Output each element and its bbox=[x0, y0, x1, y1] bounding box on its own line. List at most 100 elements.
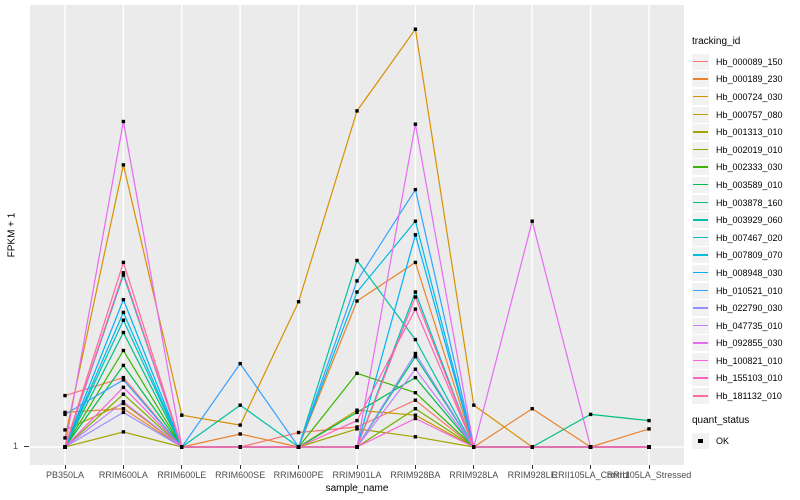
x-tick-mark bbox=[64, 465, 66, 469]
data-point-marker bbox=[355, 109, 359, 113]
data-point-marker bbox=[413, 260, 418, 265]
x-tick-label-RRIM928BA: RRIM928BA bbox=[390, 470, 441, 480]
data-point-marker bbox=[296, 445, 301, 449]
x-tick-mark bbox=[356, 465, 358, 469]
data-point-marker bbox=[413, 355, 418, 359]
legend-item-Hb_002019_010: Hb_002019_010 bbox=[692, 141, 798, 159]
legend-item-label: Hb_002019_010 bbox=[716, 144, 783, 155]
data-point-marker bbox=[413, 375, 418, 380]
x-tick-mark bbox=[473, 465, 475, 469]
data-point-marker bbox=[296, 430, 301, 435]
data-point-marker bbox=[647, 445, 651, 449]
data-point-marker bbox=[121, 378, 126, 382]
data-point-marker bbox=[413, 351, 418, 356]
data-point-marker bbox=[121, 410, 126, 415]
data-point-marker bbox=[530, 219, 534, 223]
data-point-marker bbox=[413, 416, 418, 421]
data-point-marker bbox=[121, 400, 126, 404]
legend-key-swatch bbox=[692, 141, 709, 158]
x-tick-label-RRII105LA_Control: RRII105LA_Control bbox=[551, 470, 630, 480]
data-point-marker bbox=[355, 371, 359, 375]
data-point-marker bbox=[413, 398, 418, 402]
x-tick-mark bbox=[531, 465, 533, 469]
data-point-marker bbox=[413, 219, 418, 223]
data-point-marker bbox=[63, 412, 67, 417]
data-point-marker bbox=[413, 295, 418, 299]
y-tick-label: 1 bbox=[12, 441, 18, 451]
legend-item-label: Hb_000089_150 bbox=[716, 56, 783, 67]
legend-key-swatch bbox=[692, 247, 709, 264]
legend-items: Hb_000089_150 Hb_000189_230 Hb_000724_030 H… bbox=[692, 53, 798, 405]
legend-key-swatch bbox=[692, 71, 709, 88]
data-point-marker bbox=[121, 310, 126, 315]
legend-item-Hb_000189_230: Hb_000189_230 bbox=[692, 71, 798, 89]
legend-line-icon bbox=[693, 131, 708, 133]
legend-item-Hb_001313_010: Hb_001313_010 bbox=[692, 123, 798, 141]
legend-key-swatch bbox=[692, 53, 709, 70]
data-point-marker bbox=[472, 403, 476, 407]
legend-item-Hb_092855_030: Hb_092855_030 bbox=[692, 335, 798, 353]
y-tick-mark bbox=[24, 446, 29, 447]
legend-key-swatch bbox=[692, 335, 709, 352]
legend-item-label: Hb_007809_070 bbox=[716, 250, 783, 261]
data-point-marker bbox=[121, 385, 126, 389]
data-point-marker bbox=[413, 367, 418, 371]
legend-item-Hb_007467_020: Hb_007467_020 bbox=[692, 229, 798, 247]
data-point-marker bbox=[121, 375, 126, 380]
data-point-marker bbox=[238, 361, 242, 366]
legend-item-Hb_002333_030: Hb_002333_030 bbox=[692, 159, 798, 177]
legend-line-icon bbox=[693, 95, 708, 98]
quant-ok-key bbox=[692, 432, 709, 449]
legend-item-Hb_007809_070: Hb_007809_070 bbox=[692, 247, 798, 265]
data-point-marker bbox=[413, 233, 418, 237]
legend-key-swatch bbox=[692, 352, 709, 369]
y-axis-title: FPKM + 1 bbox=[6, 212, 18, 258]
data-point-marker bbox=[355, 290, 359, 294]
legend-item-label: OK bbox=[716, 435, 730, 446]
data-point-marker bbox=[588, 445, 593, 449]
legend-key-swatch bbox=[692, 88, 709, 105]
data-point-marker bbox=[121, 348, 126, 353]
legend-line-icon bbox=[693, 148, 708, 151]
legend-item-Hb_000089_150: Hb_000089_150 bbox=[692, 53, 798, 71]
legend-item-label: Hb_000724_030 bbox=[716, 91, 783, 102]
data-point-marker bbox=[530, 445, 534, 449]
data-point-marker bbox=[180, 445, 184, 449]
legend-key-swatch bbox=[692, 264, 709, 281]
data-point-marker bbox=[121, 430, 126, 434]
legend-item-label: Hb_003589_010 bbox=[716, 179, 783, 190]
legend-item-quant-ok: OK bbox=[692, 432, 798, 450]
data-point-marker bbox=[530, 407, 534, 411]
legend-line-icon bbox=[693, 271, 708, 274]
legend-line-icon bbox=[693, 236, 708, 239]
data-point-marker bbox=[413, 187, 418, 192]
data-point-marker bbox=[121, 392, 126, 396]
data-point-marker bbox=[121, 318, 126, 322]
legend-key-swatch bbox=[692, 370, 709, 387]
x-tick-label-RRIM600SE: RRIM600SE bbox=[215, 470, 266, 480]
legend-key-swatch bbox=[692, 176, 709, 193]
legend-item-label: Hb_010521_010 bbox=[716, 285, 783, 296]
x-tick-label-RRIM928LE: RRIM928LE bbox=[507, 470, 557, 480]
legend-line-icon bbox=[693, 289, 708, 292]
legend-line-icon bbox=[693, 113, 708, 116]
legend-key-swatch bbox=[692, 300, 709, 317]
data-point-marker bbox=[121, 407, 126, 411]
data-point-marker bbox=[63, 445, 67, 449]
legend-item-label: Hb_047735_010 bbox=[716, 320, 783, 331]
legend-key-swatch bbox=[692, 229, 709, 246]
legend-line-icon bbox=[693, 395, 708, 397]
legend-line-icon bbox=[693, 307, 708, 309]
legend-item-label: Hb_001313_010 bbox=[716, 127, 783, 138]
data-point-marker bbox=[413, 337, 418, 342]
data-point-marker bbox=[121, 363, 126, 368]
data-point-marker bbox=[647, 418, 651, 423]
x-tick-label-PB350LA: PB350LA bbox=[45, 470, 85, 480]
legend-line-icon bbox=[693, 254, 708, 256]
legend-item-label: Hb_100821_010 bbox=[716, 355, 783, 366]
data-point-marker bbox=[588, 412, 593, 417]
legend-key-swatch bbox=[692, 159, 709, 176]
legend-item-label: Hb_000189_230 bbox=[716, 74, 783, 85]
x-axis-title: sample_name bbox=[325, 483, 389, 494]
x-tick-mark bbox=[298, 465, 300, 469]
